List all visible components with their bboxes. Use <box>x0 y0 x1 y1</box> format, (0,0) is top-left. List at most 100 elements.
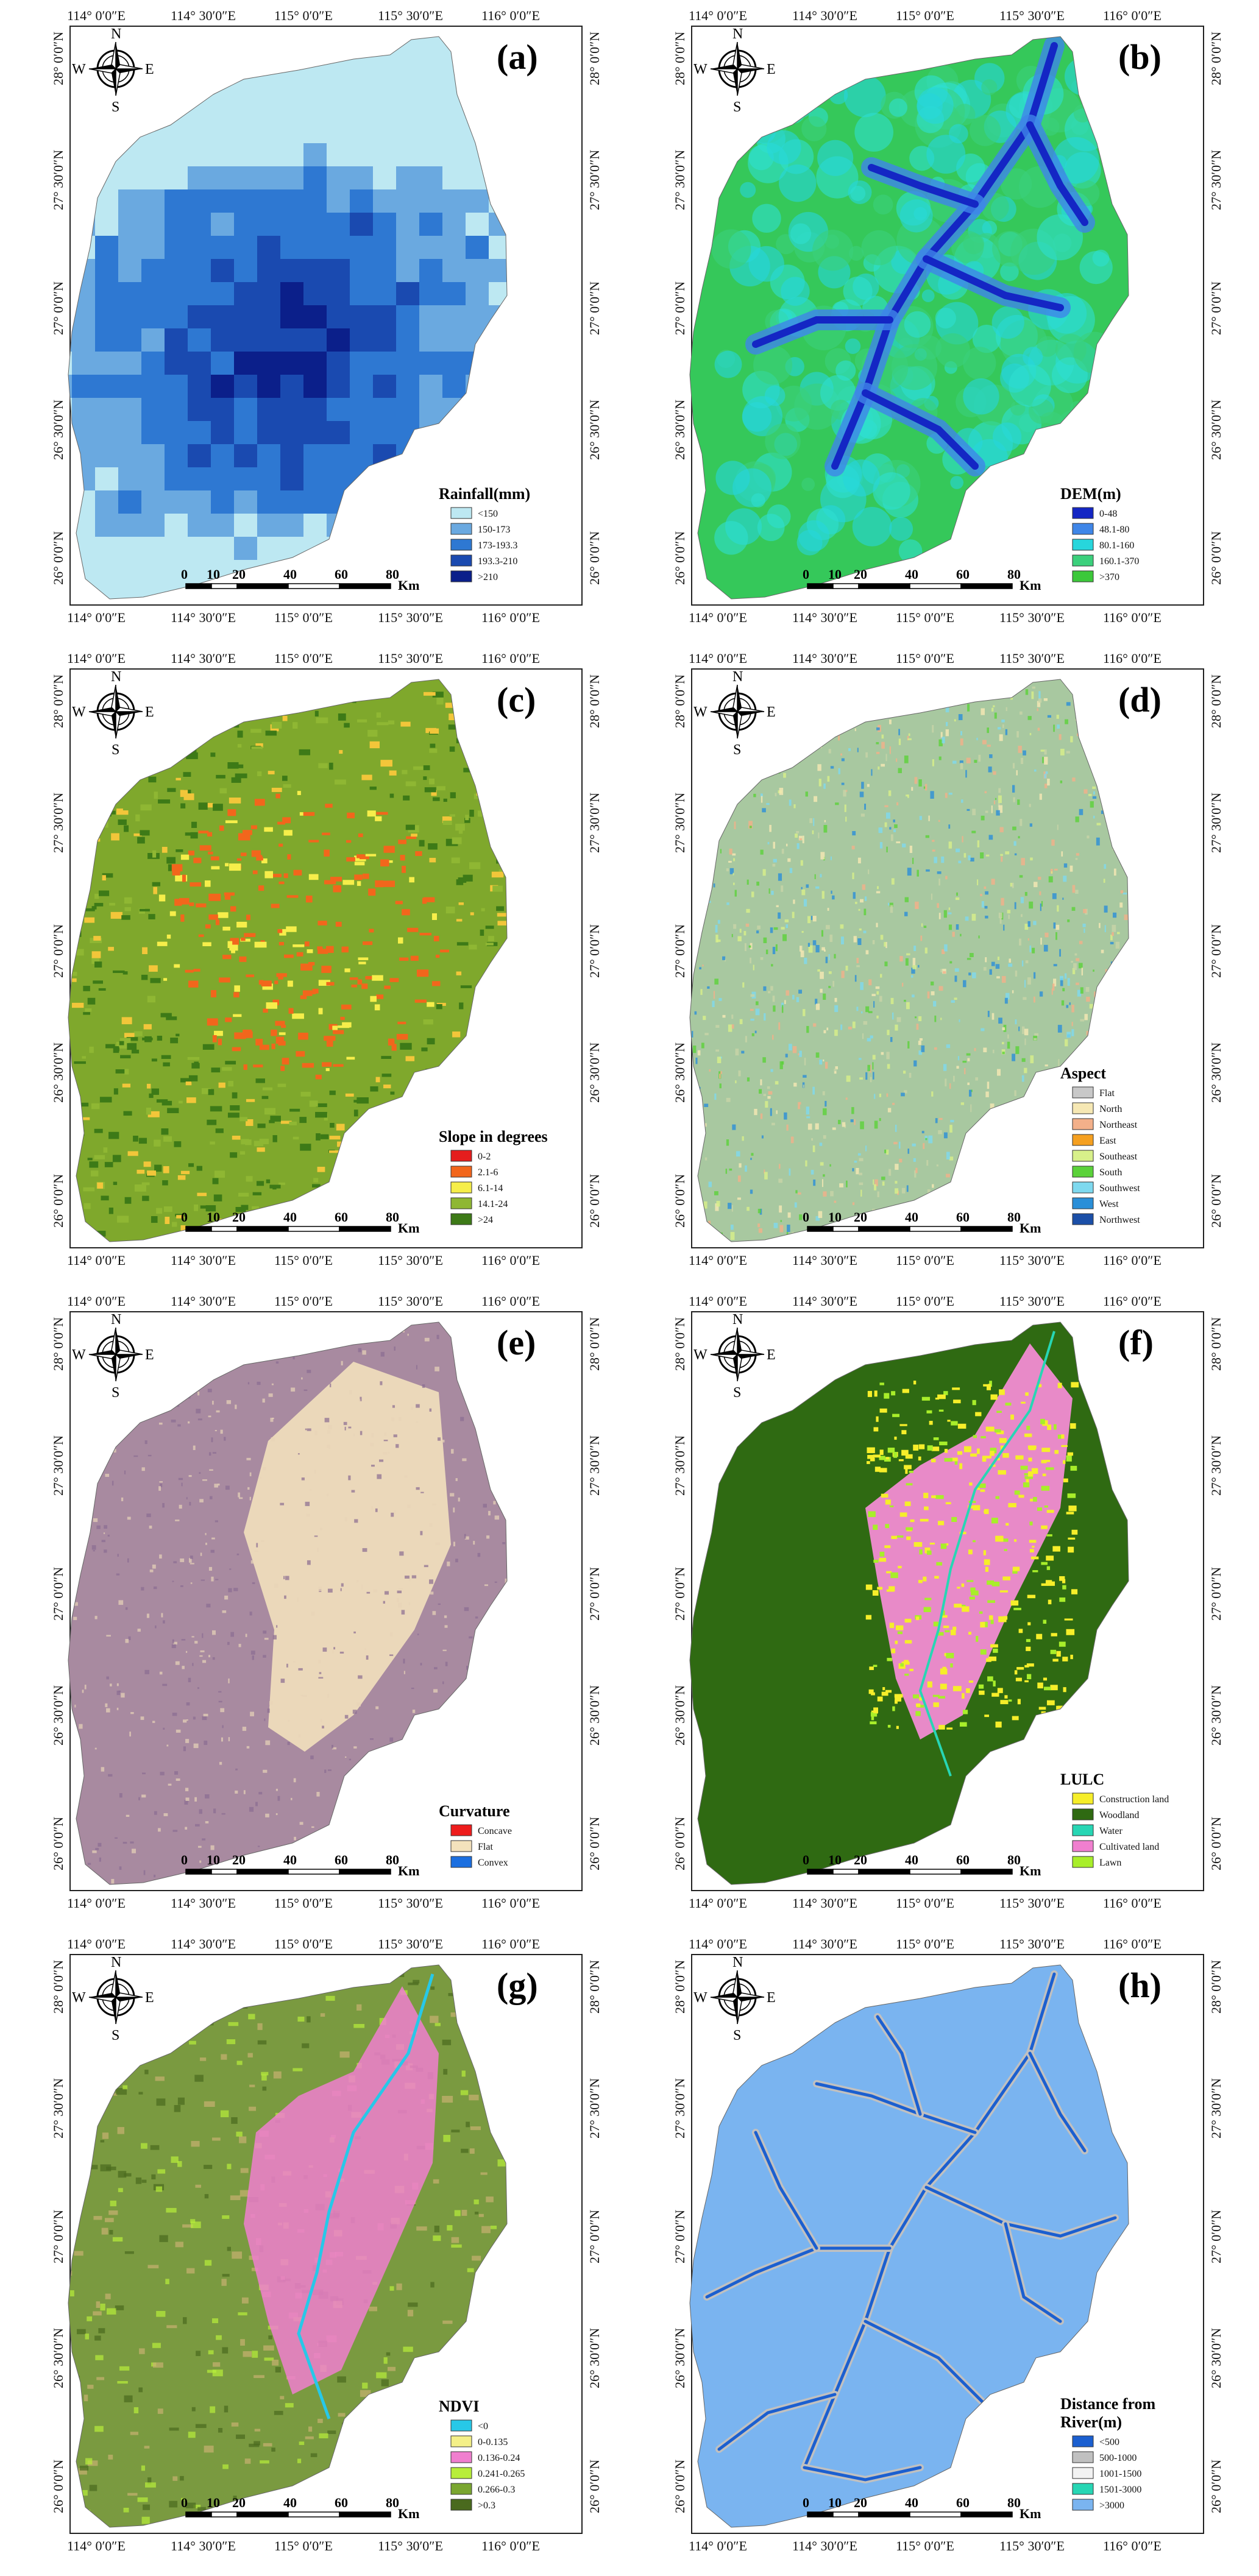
raster-cell <box>211 166 234 189</box>
lon-tick-bottom: 116° 0′0″E <box>481 1895 540 1911</box>
raster-cell <box>985 854 990 857</box>
raster-cell <box>1070 1465 1077 1471</box>
raster-cell <box>307 949 313 954</box>
raster-cell <box>783 773 786 778</box>
raster-cell <box>297 791 301 795</box>
raster-cell <box>211 514 234 537</box>
raster-cell <box>108 947 114 951</box>
raster-cell <box>859 1158 864 1161</box>
raster-cell <box>144 1036 152 1042</box>
raster-cell <box>154 1874 156 1878</box>
raster-cell <box>973 1435 977 1438</box>
raster-cell <box>1070 1654 1073 1660</box>
raster-cell <box>188 143 211 166</box>
raster-cell <box>262 983 273 990</box>
raster-cell <box>834 1029 838 1036</box>
raster-cell <box>396 328 419 352</box>
raster-cell <box>848 1027 852 1030</box>
raster-cell <box>779 1164 781 1169</box>
raster-cell <box>168 864 175 871</box>
raster-cell <box>271 721 282 729</box>
raster-cell <box>927 1681 932 1688</box>
raster-cell <box>350 444 373 467</box>
elevation-patch <box>917 87 954 124</box>
lat-tick-left: 26° 30′0″N <box>51 1042 66 1103</box>
raster-cell <box>714 1191 718 1195</box>
raster-cell <box>1029 733 1032 735</box>
raster-cell <box>68 213 72 236</box>
raster-cell <box>952 1387 960 1390</box>
raster-cell <box>453 1507 455 1513</box>
raster-cell <box>176 777 181 780</box>
raster-cell <box>227 1113 239 1118</box>
legend-swatch <box>1072 1086 1094 1099</box>
legend-swatch <box>1072 1808 1094 1821</box>
legend-label: Water <box>1099 1826 1122 1836</box>
raster-cell <box>870 1035 873 1039</box>
raster-cell <box>396 305 419 328</box>
raster-cell <box>165 444 188 467</box>
raster-cell <box>1071 1382 1079 1388</box>
raster-cell <box>95 282 118 305</box>
raster-cell <box>1046 1555 1054 1561</box>
compass-e: E <box>767 1347 776 1363</box>
raster-cell <box>255 1078 265 1083</box>
raster-cell <box>859 928 862 931</box>
raster-cell <box>430 743 436 748</box>
raster-cell <box>875 986 880 989</box>
raster-cell <box>147 2265 159 2269</box>
raster-cell <box>1066 1005 1069 1008</box>
raster-cell <box>928 1135 933 1144</box>
raster-cell <box>990 1619 994 1624</box>
raster-cell <box>445 907 455 914</box>
scale-label: 0 <box>181 567 188 582</box>
raster-cell <box>185 1827 188 1830</box>
raster-cell <box>174 1141 182 1147</box>
raster-cell <box>341 1004 352 1010</box>
raster-cell <box>280 305 303 328</box>
raster-cell <box>259 1044 269 1050</box>
raster-cell <box>287 980 293 987</box>
raster-cell <box>130 2432 139 2435</box>
raster-cell <box>315 1112 327 1118</box>
raster-cell <box>101 1767 105 1772</box>
raster-cell <box>141 259 165 282</box>
raster-cell <box>383 2357 388 2364</box>
raster-cell <box>1119 902 1123 908</box>
raster-cell <box>68 375 72 398</box>
raster-cell <box>995 1496 999 1499</box>
raster-cell <box>93 936 101 941</box>
raster-cell <box>989 754 993 759</box>
lon-tick-top: 114° 30′0″E <box>171 1293 236 1309</box>
raster-cell <box>303 236 327 259</box>
raster-cell <box>985 1091 989 1097</box>
raster-cell <box>834 1005 839 1013</box>
raster-cell <box>841 971 845 978</box>
raster-cell <box>901 1449 909 1456</box>
raster-cell <box>261 2074 267 2081</box>
raster-cell <box>424 787 436 793</box>
raster-cell <box>208 2350 214 2355</box>
raster-cell <box>180 854 190 860</box>
raster-cell <box>254 2441 260 2446</box>
raster-cell <box>1101 949 1104 954</box>
raster-cell <box>358 833 363 837</box>
raster-cell <box>141 467 165 490</box>
raster-cell <box>945 876 948 880</box>
raster-cell <box>303 352 327 375</box>
lat-tick-left: 28° 0′0″N <box>672 32 687 85</box>
raster-cell <box>147 1111 160 1117</box>
raster-cell <box>326 1040 333 1047</box>
raster-cell <box>957 1056 960 1061</box>
elevation-patch <box>843 459 880 497</box>
raster-cell <box>360 1396 362 1401</box>
raster-cell <box>943 971 946 974</box>
raster-cell <box>261 980 272 987</box>
raster-cell <box>263 1769 268 1773</box>
raster-cell <box>989 969 992 975</box>
legend-label: 6.1-14 <box>478 1183 503 1194</box>
raster-cell <box>793 804 796 809</box>
raster-cell <box>339 750 343 754</box>
raster-cell <box>775 944 778 952</box>
raster-cell <box>868 1011 873 1013</box>
